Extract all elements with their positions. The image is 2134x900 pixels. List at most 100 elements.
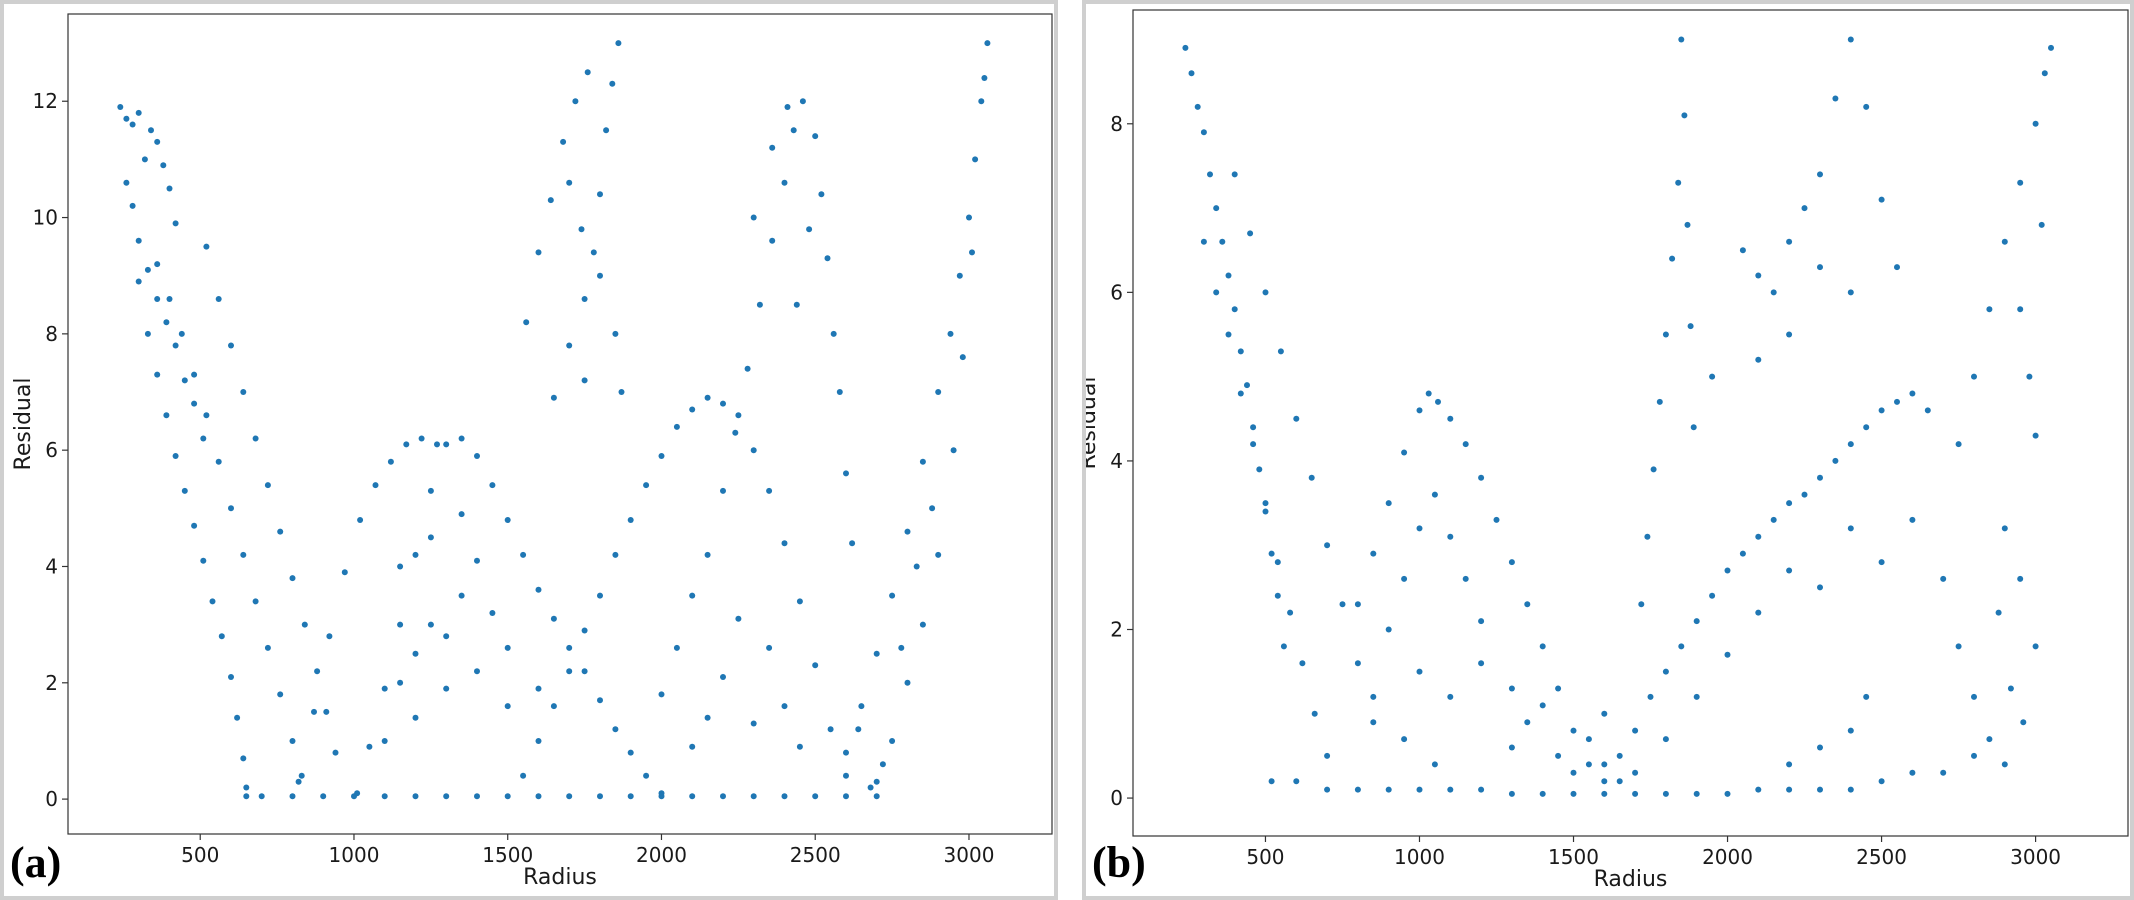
- scatter-point: [1524, 719, 1530, 725]
- scatter-point: [1370, 694, 1376, 700]
- scatter-point: [428, 622, 434, 628]
- scatter-point: [323, 709, 329, 715]
- scatter-point: [203, 412, 209, 418]
- scatter-point: [342, 569, 348, 575]
- scatter-point: [1386, 787, 1392, 793]
- scatter-point: [1263, 509, 1269, 515]
- scatter-point: [1555, 753, 1561, 759]
- plot-area-frame: [68, 14, 1052, 834]
- scatter-point: [782, 703, 788, 709]
- scatter-point: [597, 793, 603, 799]
- x-tick-label: 500: [1246, 845, 1284, 869]
- scatter-point: [413, 651, 419, 657]
- scatter-point: [1447, 416, 1453, 422]
- scatter-point: [536, 249, 542, 255]
- scatter-point: [874, 651, 880, 657]
- x-tick-label: 2500: [1856, 845, 1907, 869]
- scatter-point: [609, 81, 615, 87]
- scatter-point: [1740, 247, 1746, 253]
- scatter-point: [1324, 753, 1330, 759]
- x-tick-label: 1500: [482, 843, 533, 867]
- scatter-point: [1709, 374, 1715, 380]
- scatter-point: [160, 162, 166, 168]
- scatter-point: [1189, 70, 1195, 76]
- plot-area-frame: [1133, 10, 2128, 836]
- scatter-point: [874, 779, 880, 785]
- scatter-point: [1601, 761, 1607, 767]
- scatter-point: [615, 40, 621, 46]
- scatter-point: [1293, 778, 1299, 784]
- scatter-point: [735, 412, 741, 418]
- scatter-point: [505, 703, 511, 709]
- scatter-point: [1694, 618, 1700, 624]
- scatter-point: [1509, 745, 1515, 751]
- scatter-point: [443, 441, 449, 447]
- scatter-point: [889, 738, 895, 744]
- scatter-point: [1909, 517, 1915, 523]
- chart-panel-b: 5001000150020002500300002468RadiusResidu…: [1082, 0, 2134, 900]
- scatter-point: [505, 645, 511, 651]
- scatter-point: [766, 645, 772, 651]
- scatter-point: [216, 296, 222, 302]
- scatter-point: [597, 697, 603, 703]
- scatter-chart-b: 5001000150020002500300002468RadiusResidu…: [1086, 4, 2130, 896]
- scatter-point: [520, 773, 526, 779]
- scatter-point: [560, 139, 566, 145]
- scatter-point: [1571, 770, 1577, 776]
- scatter-point: [277, 691, 283, 697]
- scatter-point: [566, 180, 572, 186]
- scatter-point: [413, 715, 419, 721]
- scatter-point: [1571, 791, 1577, 797]
- scatter-point: [1663, 669, 1669, 675]
- scatter-point: [1663, 736, 1669, 742]
- scatter-point: [1817, 745, 1823, 751]
- scatter-point: [951, 447, 957, 453]
- scatter-point: [1694, 791, 1700, 797]
- scatter-point: [898, 645, 904, 651]
- scatter-point: [1617, 753, 1623, 759]
- scatter-point: [579, 226, 585, 232]
- scatter-point: [972, 156, 978, 162]
- scatter-point: [474, 793, 480, 799]
- scatter-point: [689, 593, 695, 599]
- scatter-point: [1651, 466, 1657, 472]
- scatter-point: [551, 703, 557, 709]
- scatter-point: [628, 750, 634, 756]
- scatter-point: [843, 773, 849, 779]
- scatter-point: [1725, 652, 1731, 658]
- scatter-point: [1817, 264, 1823, 270]
- scatter-point: [1238, 391, 1244, 397]
- x-axis-label: Radius: [1594, 867, 1668, 892]
- scatter-point: [1663, 332, 1669, 338]
- scatter-point: [1786, 761, 1792, 767]
- scatter-point: [443, 686, 449, 692]
- scatter-point: [1694, 694, 1700, 700]
- scatter-point: [1232, 171, 1238, 177]
- scatter-point: [290, 793, 296, 799]
- scatter-point: [130, 203, 136, 209]
- scatter-point: [689, 407, 695, 413]
- y-tick-label: 6: [45, 438, 58, 462]
- scatter-point: [397, 680, 403, 686]
- scatter-point: [582, 628, 588, 634]
- scatter-point: [1617, 778, 1623, 784]
- scatter-point: [1278, 348, 1284, 354]
- scatter-point: [1293, 416, 1299, 422]
- scatter-point: [825, 255, 831, 261]
- scatter-point: [572, 98, 578, 104]
- scatter-point: [419, 436, 425, 442]
- scatter-point: [874, 793, 880, 799]
- scatter-point: [1786, 239, 1792, 245]
- scatter-point: [745, 366, 751, 372]
- scatter-point: [1669, 256, 1675, 262]
- scatter-point: [1232, 306, 1238, 312]
- scatter-point: [1263, 500, 1269, 506]
- scatter-point: [981, 75, 987, 81]
- scatter-point: [732, 430, 738, 436]
- scatter-point: [1370, 551, 1376, 557]
- scatter-point: [228, 505, 234, 511]
- y-tick-label: 10: [33, 206, 58, 230]
- scatter-point: [290, 738, 296, 744]
- scatter-point: [1925, 407, 1931, 413]
- scatter-point: [302, 622, 308, 628]
